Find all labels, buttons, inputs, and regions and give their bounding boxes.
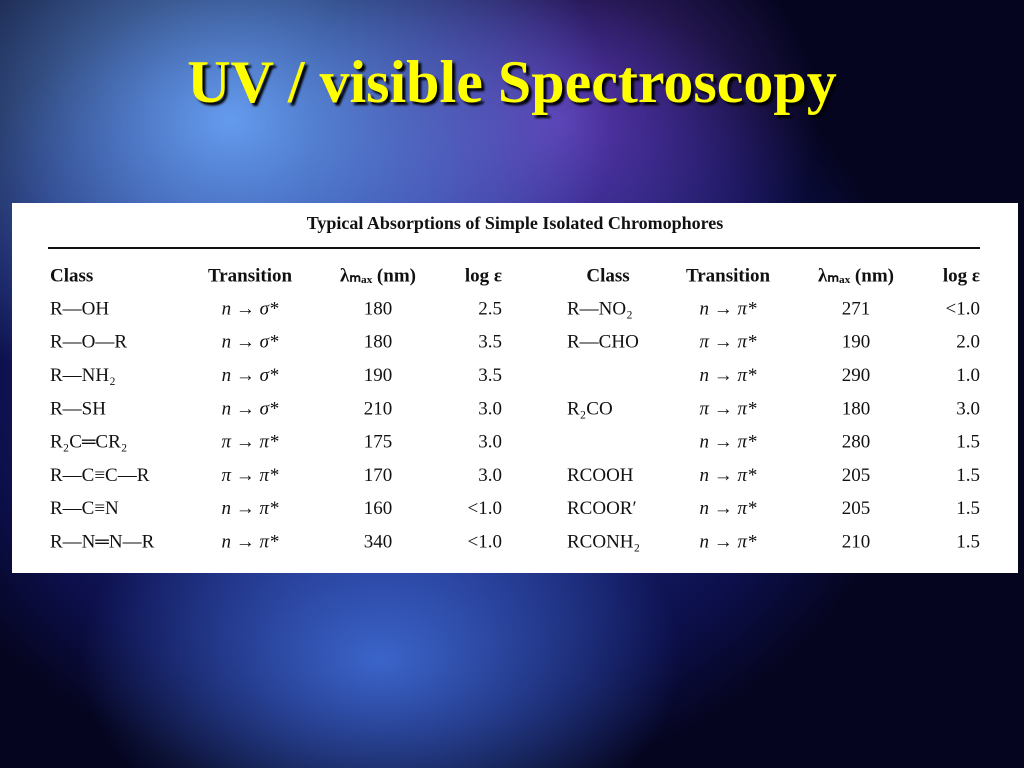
table-cell: 290 — [842, 365, 871, 386]
table-cell: n → σ* — [222, 332, 279, 353]
table-cell: n → π* — [699, 298, 757, 319]
table-cell: 340 — [364, 531, 393, 552]
table-cell: n → σ* — [222, 398, 279, 419]
table-cell: n → π* — [699, 531, 757, 552]
table-cell: R—SH — [50, 398, 106, 419]
table-cell: R—CHO — [567, 332, 639, 353]
table-cell: 190 — [364, 365, 393, 386]
table-cell: 210 — [842, 531, 871, 552]
table-cell: 3.0 — [478, 398, 502, 419]
slide-title: UV / visible Spectroscopy — [187, 49, 837, 115]
table-cell: π → π* — [221, 432, 279, 453]
table-cell: RCOOR′ — [567, 498, 637, 519]
header-cell: λₘₐₓ (nm) — [818, 265, 894, 286]
table-cell: 180 — [364, 332, 393, 353]
table-cell: RCOOH — [567, 465, 634, 486]
table-cell: R—N═N—R — [50, 531, 155, 552]
header-cell: λₘₐₓ (nm) — [340, 265, 416, 286]
table-cell: R—C≡N — [50, 498, 119, 519]
header-cell: Class — [50, 265, 93, 286]
table-cell: 3.5 — [478, 332, 502, 353]
table-cell: R—O—R — [50, 332, 127, 353]
table-cell: π → π* — [221, 465, 279, 486]
table-cell: 210 — [364, 398, 393, 419]
table-cell: R—C≡C—R — [50, 465, 150, 486]
header-cell: Transition — [208, 265, 293, 286]
table-cell: <1.0 — [468, 498, 502, 519]
header-cell: Transition — [686, 265, 771, 286]
table-cell: n → π* — [221, 498, 279, 519]
table-cell: 205 — [842, 498, 871, 519]
header-cell: Class — [586, 265, 629, 286]
table-cell: 3.5 — [478, 365, 502, 386]
table-cell: 1.5 — [956, 432, 980, 453]
table-cell: 2.0 — [956, 332, 980, 353]
table-cell: π → π* — [699, 398, 757, 419]
table-cell: 1.5 — [956, 531, 980, 552]
table-cell: 205 — [842, 465, 871, 486]
table-cell: 280 — [842, 432, 871, 453]
table-cell: n → σ* — [222, 298, 279, 319]
table-cell: 3.0 — [956, 398, 980, 419]
table-cell: 1.0 — [956, 365, 980, 386]
table-cell: n → π* — [699, 465, 757, 486]
table-cell: 3.0 — [478, 432, 502, 453]
header-cell: log ε — [465, 265, 502, 286]
table-cell: <1.0 — [468, 531, 502, 552]
table-cell: 1.5 — [956, 465, 980, 486]
table-cell: n → π* — [699, 432, 757, 453]
table-cell: 2.5 — [478, 298, 502, 319]
table-cell: n → σ* — [222, 365, 279, 386]
table-cell: 180 — [364, 298, 393, 319]
table: Typical Absorptions of Simple Isolated C… — [48, 213, 980, 552]
table-cell: π → π* — [699, 332, 757, 353]
table-cell: n → π* — [699, 365, 757, 386]
table-cell: 180 — [842, 398, 871, 419]
table-cell: n → π* — [221, 531, 279, 552]
header-cell: log ε — [943, 265, 980, 286]
table-cell: R₂C═CR₂ — [50, 432, 127, 453]
table-cell: RCONH₂ — [567, 531, 640, 552]
table-cell: R—OH — [50, 298, 109, 319]
table-cell: 175 — [364, 432, 393, 453]
table-cell: 3.0 — [478, 465, 502, 486]
table-cell: 170 — [364, 465, 393, 486]
table-cell: 1.5 — [956, 498, 980, 519]
table-cell: n → π* — [699, 498, 757, 519]
table-cell: R—NH₂ — [50, 365, 116, 386]
table-caption: Typical Absorptions of Simple Isolated C… — [307, 213, 724, 233]
table-cell: 271 — [842, 298, 871, 319]
table-cell: <1.0 — [946, 298, 980, 319]
table-cell: 160 — [364, 498, 393, 519]
table-cell: R—NO₂ — [567, 298, 633, 319]
table-cell: R₂CO — [567, 398, 613, 419]
table-panel: Typical Absorptions of Simple Isolated C… — [12, 203, 1018, 573]
table-cell: 190 — [842, 332, 871, 353]
